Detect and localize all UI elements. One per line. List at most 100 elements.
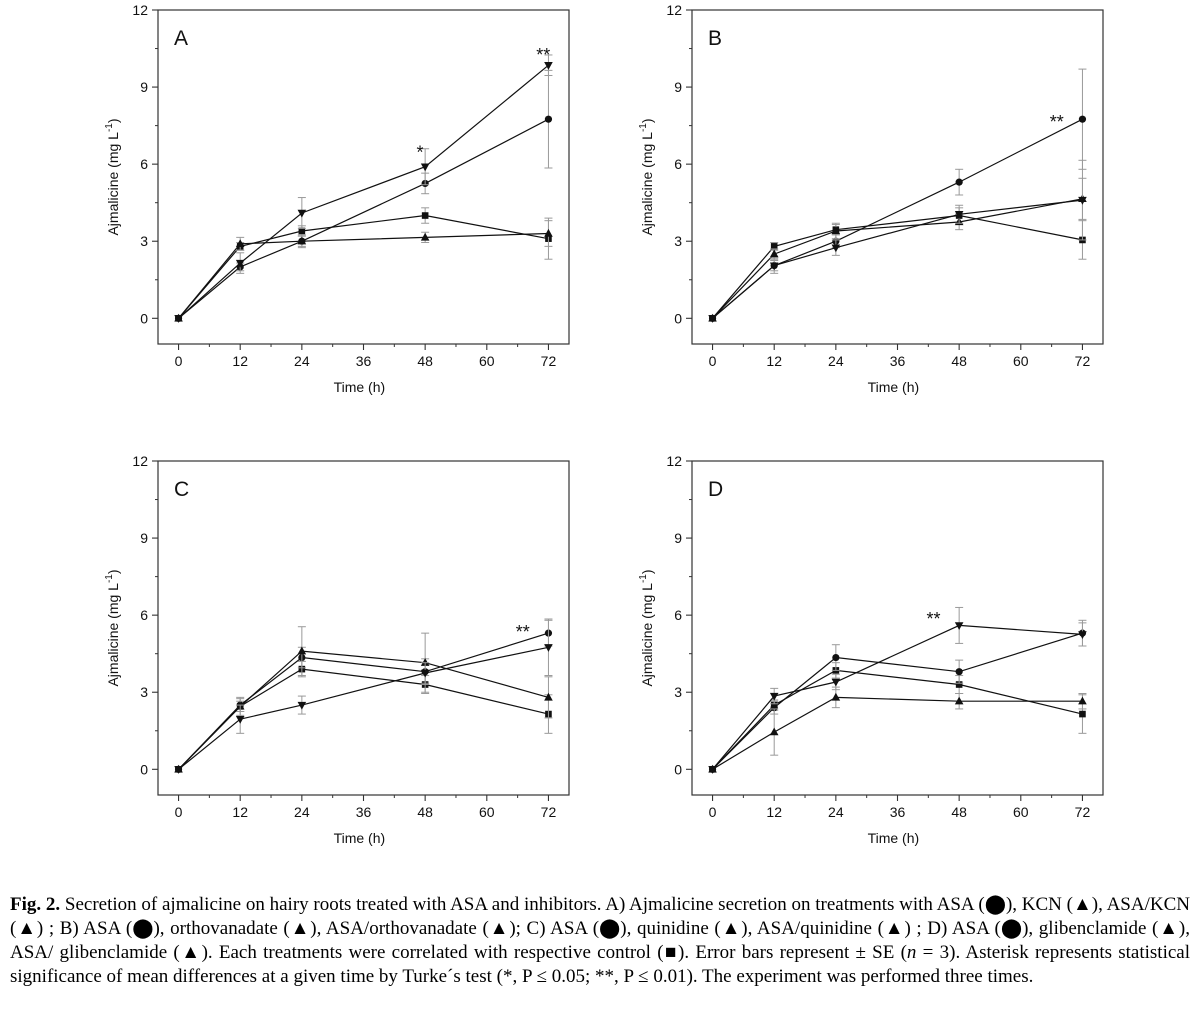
y-axis-label: Ajmalicine (mg L-1) bbox=[638, 569, 655, 686]
significance-marker: * bbox=[417, 143, 424, 163]
data-point bbox=[955, 681, 963, 688]
x-tick-label: 72 bbox=[541, 804, 557, 820]
series-line bbox=[178, 668, 549, 770]
data-point bbox=[769, 727, 779, 736]
y-tick-label: 12 bbox=[132, 453, 148, 469]
y-axis-label-main: Ajmalicine (mg L bbox=[105, 583, 121, 687]
data-point bbox=[1078, 115, 1087, 123]
y-tick-label: 0 bbox=[140, 310, 148, 326]
y-tick-label: 9 bbox=[140, 530, 148, 546]
data-point bbox=[544, 644, 553, 652]
data-point bbox=[770, 704, 778, 712]
data-point bbox=[1079, 710, 1086, 718]
y-axis-label: Ajmalicine (mg L-1) bbox=[104, 118, 121, 235]
caption-text-5: ), orthovanadate ( bbox=[153, 918, 290, 939]
data-point bbox=[174, 766, 183, 774]
series-glibenclamide bbox=[708, 686, 1087, 773]
x-axis-label: Time (h) bbox=[334, 379, 386, 395]
caption-text-3: ), ASA/KCN ( bbox=[10, 894, 1190, 939]
data-point bbox=[544, 62, 553, 70]
y-axis-label-exponent: -1 bbox=[638, 574, 649, 583]
caption-text-8: ), quinidine ( bbox=[620, 918, 721, 939]
x-tick-label: 60 bbox=[479, 353, 495, 369]
data-point bbox=[954, 622, 964, 631]
x-tick-label: 36 bbox=[356, 353, 372, 369]
data-point bbox=[174, 315, 183, 323]
y-tick-label: 9 bbox=[140, 79, 148, 95]
caption-text-11: ), glibenclamide ( bbox=[1022, 918, 1159, 939]
panel-label-b: B bbox=[708, 27, 722, 50]
caption-text-10: ) ; D) ASA ( bbox=[904, 918, 1001, 939]
x-axis-label: Time (h) bbox=[868, 830, 920, 846]
series-orthovanadate bbox=[708, 177, 1087, 322]
data-point bbox=[954, 211, 964, 219]
y-tick-label: 3 bbox=[140, 233, 148, 249]
y-tick-label: 9 bbox=[674, 530, 682, 546]
data-point bbox=[297, 701, 307, 710]
series-asa-orthovanadate bbox=[708, 159, 1087, 323]
x-tick-label: 36 bbox=[356, 804, 372, 820]
series-control bbox=[175, 207, 553, 322]
circle-symbol: ⬤ bbox=[599, 918, 621, 939]
square-symbol: ■ bbox=[663, 942, 679, 963]
x-tick-label: 12 bbox=[766, 804, 782, 820]
y-axis-label: Ajmalicine (mg L-1) bbox=[104, 569, 121, 686]
triangle-symbol: ▲ bbox=[1158, 918, 1179, 939]
y-tick-label: 12 bbox=[666, 453, 682, 469]
series-control bbox=[175, 660, 553, 773]
series-asa-quinidine bbox=[174, 618, 553, 774]
data-point bbox=[954, 696, 964, 705]
significance-marker: ** bbox=[516, 622, 530, 642]
data-point bbox=[420, 163, 430, 172]
data-point bbox=[831, 226, 841, 235]
data-point bbox=[420, 232, 430, 241]
data-point bbox=[708, 766, 717, 774]
x-tick-label: 48 bbox=[417, 804, 433, 820]
y-axis-label-exponent: -1 bbox=[104, 574, 115, 583]
y-axis-label-close: ) bbox=[639, 569, 655, 574]
series-asa-glibenclamide bbox=[708, 606, 1087, 774]
data-point bbox=[1078, 696, 1087, 705]
data-point bbox=[544, 692, 553, 701]
series-line bbox=[178, 646, 549, 770]
series-line bbox=[178, 232, 549, 319]
y-axis-label-exponent: -1 bbox=[104, 123, 115, 132]
y-tick-label: 12 bbox=[666, 2, 682, 18]
caption-text-6: ), ASA/orthovanadate ( bbox=[310, 918, 489, 939]
series-line bbox=[712, 624, 1083, 770]
y-axis-label-main: Ajmalicine (mg L bbox=[105, 132, 121, 236]
series-asa bbox=[708, 619, 1087, 773]
series-control bbox=[709, 662, 1087, 773]
caption-text-9: ), ASA/quinidine ( bbox=[741, 918, 884, 939]
x-tick-label: 60 bbox=[1013, 804, 1029, 820]
figure-caption: Fig. 2. Secretion of ajmalicine on hairy… bbox=[10, 893, 1190, 989]
data-point bbox=[770, 243, 778, 250]
x-tick-label: 12 bbox=[232, 353, 248, 369]
data-point bbox=[298, 227, 306, 235]
data-point bbox=[831, 678, 841, 687]
series-asa bbox=[174, 619, 553, 773]
data-point bbox=[235, 239, 245, 247]
data-point bbox=[235, 716, 245, 724]
caption-text-12: ), ASA/ glibenclamide ( bbox=[10, 918, 1190, 963]
triangle-symbol: ▲ bbox=[883, 918, 905, 939]
data-point bbox=[544, 228, 553, 237]
data-point bbox=[708, 315, 717, 323]
data-point bbox=[297, 209, 307, 218]
plot-frame bbox=[157, 9, 570, 345]
caption-text-14: ). Error bars represent ± SE ( bbox=[678, 942, 907, 963]
caption-n: n bbox=[906, 942, 917, 963]
series-line bbox=[712, 696, 1083, 770]
data-point bbox=[769, 262, 779, 271]
y-tick-label: 0 bbox=[674, 310, 682, 326]
data-point bbox=[832, 653, 840, 662]
data-point bbox=[544, 115, 553, 123]
triangle-symbol: ▲ bbox=[289, 918, 311, 939]
data-point bbox=[769, 249, 779, 258]
x-tick-label: 48 bbox=[951, 353, 967, 369]
y-tick-label: 9 bbox=[674, 79, 682, 95]
series-control bbox=[709, 207, 1087, 322]
data-point bbox=[297, 236, 307, 245]
circle-symbol: ⬤ bbox=[132, 918, 154, 939]
